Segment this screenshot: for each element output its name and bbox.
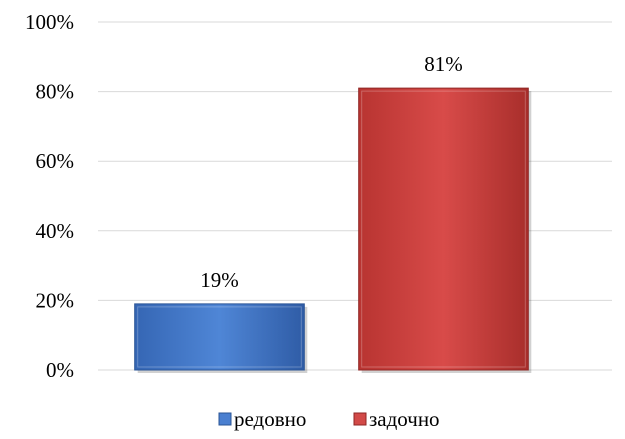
legend: редовно задочно: [218, 407, 440, 431]
bar-0: [134, 303, 305, 371]
bar-group: 81%: [358, 52, 532, 374]
bar-bevel: [137, 306, 302, 368]
y-axis: 0% 20% 40% 60% 80% 100%: [25, 10, 74, 382]
data-label: 19%: [200, 268, 239, 292]
y-tick-label: 40%: [36, 219, 75, 243]
y-tick-label: 60%: [36, 149, 75, 173]
y-tick-label: 80%: [36, 80, 75, 104]
y-tick-label: 20%: [36, 288, 75, 312]
bar-group: 19%: [134, 268, 308, 373]
bars: 19% 81%: [134, 52, 532, 374]
legend-item: редовно: [218, 407, 306, 431]
legend-swatch: [353, 412, 367, 426]
data-label: 81%: [424, 52, 463, 76]
bar-bevel: [361, 90, 526, 368]
legend-label: редовно: [234, 407, 306, 431]
y-tick-label: 0%: [46, 358, 74, 382]
legend-swatch: [218, 412, 232, 426]
bar-1: [358, 87, 529, 371]
y-tick-label: 100%: [25, 10, 74, 34]
legend-label: задочно: [369, 407, 440, 431]
legend-item: задочно: [353, 407, 440, 431]
